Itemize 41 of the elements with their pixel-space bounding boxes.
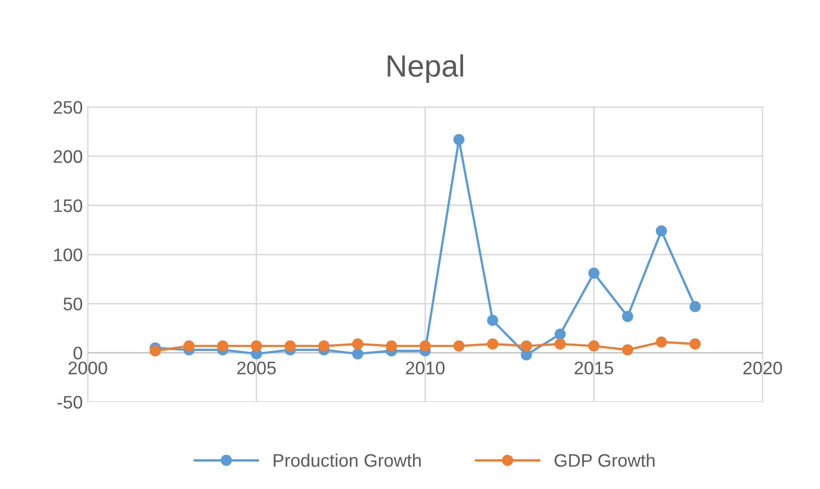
point bbox=[656, 336, 667, 348]
legend-label: Production Growth bbox=[274, 454, 421, 467]
x-tick-label: 2010 bbox=[406, 362, 445, 374]
point bbox=[690, 301, 701, 312]
point bbox=[554, 328, 566, 340]
point bbox=[352, 348, 364, 360]
point bbox=[250, 340, 262, 352]
point bbox=[588, 340, 600, 352]
point bbox=[690, 338, 701, 350]
x-tick-label: 2020 bbox=[743, 362, 782, 374]
point bbox=[487, 338, 498, 350]
point bbox=[453, 134, 464, 146]
point bbox=[217, 340, 228, 352]
y-tick-label: 0 bbox=[74, 346, 82, 360]
y-tick-label: 200 bbox=[54, 150, 82, 163]
point bbox=[520, 340, 532, 352]
y-tick-label: -50 bbox=[58, 396, 82, 409]
point bbox=[622, 344, 634, 356]
point bbox=[150, 345, 161, 356]
point bbox=[520, 349, 532, 360]
point bbox=[183, 340, 195, 352]
x-tick-label: 2005 bbox=[237, 362, 276, 374]
point bbox=[622, 310, 634, 322]
y-tick-label: 50 bbox=[64, 298, 82, 310]
y-tick-label: 100 bbox=[54, 248, 82, 262]
point bbox=[453, 340, 464, 352]
point bbox=[352, 338, 364, 350]
point bbox=[656, 225, 667, 236]
x-tick-label: 2000 bbox=[68, 362, 108, 374]
legend-label: GDP Growth bbox=[554, 454, 654, 467]
point bbox=[386, 340, 397, 352]
point bbox=[284, 340, 296, 352]
point bbox=[420, 340, 431, 352]
point bbox=[487, 314, 498, 326]
point bbox=[554, 338, 566, 350]
chart-title: Nepal bbox=[388, 54, 464, 83]
y-tick-label: 150 bbox=[54, 199, 82, 212]
y-tick-label: 250 bbox=[54, 101, 82, 114]
point bbox=[588, 268, 600, 279]
x-tick-label: 2015 bbox=[574, 362, 614, 374]
point bbox=[318, 340, 330, 352]
